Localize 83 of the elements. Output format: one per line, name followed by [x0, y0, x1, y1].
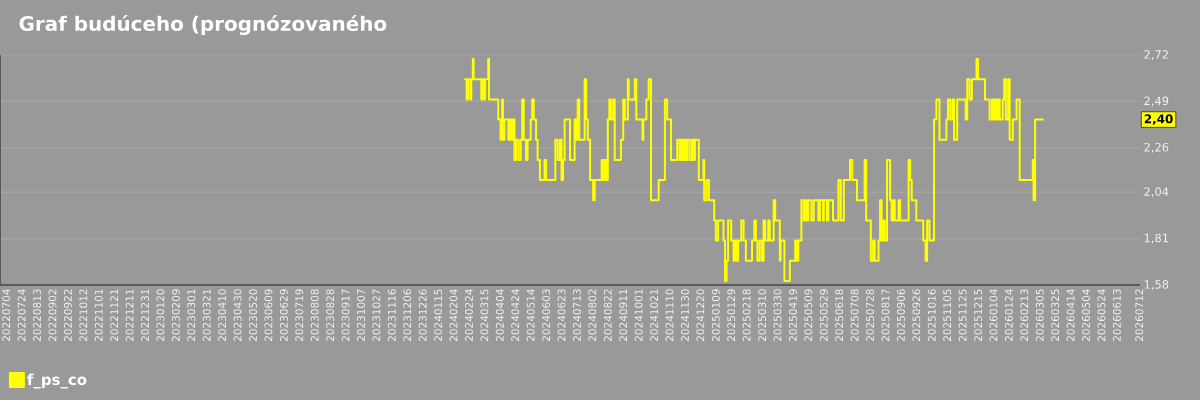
y-tick-label: 2,04 — [1144, 187, 1169, 198]
x-tick-label: 20250129 — [727, 289, 736, 341]
y-tick-label: 2,72 — [1144, 50, 1168, 60]
x-tick-label: 20250906 — [896, 289, 905, 341]
x-tick-label: 20240822 — [603, 289, 612, 341]
x-tick-label: 20241021 — [650, 289, 659, 341]
x-tick-label: 20251105 — [943, 289, 952, 341]
x-tick-label: 20240224 — [465, 289, 473, 341]
y-tick-label: 2,26 — [1144, 142, 1169, 153]
x-tick-label: 20231226 — [418, 289, 427, 341]
x-tick-label: 20230520 — [249, 289, 257, 341]
x-tick-label: 20220902 — [48, 289, 57, 341]
x-tick-label: 20250218 — [742, 289, 751, 341]
x-tick-label: 20240204 — [449, 289, 458, 341]
x-tick-label: 20230719 — [295, 289, 304, 341]
x-tick-label: 20250310 — [758, 289, 767, 341]
x-tick-label: 20260524 — [1097, 289, 1106, 341]
x-tick-label: 20240623 — [557, 289, 566, 341]
x-tick-label: 20231007 — [357, 289, 365, 341]
x-tick-label: 20250817 — [881, 289, 890, 341]
x-tick-label: 20221012 — [79, 289, 88, 341]
x-tick-label: 20230917 — [341, 289, 350, 341]
x-tick-label: 20260325 — [1051, 289, 1060, 341]
x-tick-label: 20251125 — [958, 289, 967, 341]
x-tick-label: 20250618 — [835, 289, 844, 341]
x-tick-label: 20221231 — [141, 289, 149, 341]
x-tick-label: 20221211 — [125, 289, 134, 341]
x-tick-label: 20250330 — [773, 289, 782, 341]
x-tick-label: 20260213 — [1020, 289, 1029, 341]
x-tick-label: 20240603 — [542, 289, 551, 341]
x-tick-label: 20260414 — [1066, 289, 1075, 341]
x-tick-label: 20241110 — [665, 289, 674, 341]
y-tick-label: 2,49 — [1144, 96, 1169, 107]
x-tick-label: 20241220 — [696, 289, 705, 341]
x-tick-label: 20230430 — [233, 289, 242, 341]
x-tick-label: 20240713 — [572, 289, 581, 341]
x-tick-label: 20260124 — [1004, 289, 1013, 341]
x-tick-label: 20260104 — [989, 289, 998, 341]
x-tick-label: 20240911 — [619, 289, 628, 341]
x-tick-label: 20251016 — [927, 289, 936, 341]
x-tick-label: 20231206 — [403, 289, 412, 341]
x-tick-label: 20230321 — [202, 289, 211, 341]
x-tick-label: 20220922 — [63, 289, 72, 341]
x-tick-label: 20230609 — [264, 289, 273, 341]
x-tick-label: 20220704 — [2, 289, 11, 341]
x-tick-label: 20240315 — [480, 289, 489, 341]
chart-title: Graf budúceho (prognózovaného — [19, 14, 387, 36]
x-tick-label: 20240115 — [434, 289, 443, 341]
x-tick-label: 20221101 — [94, 289, 103, 341]
x-tick-label: 20230629 — [279, 289, 288, 341]
x-tick-label: 20251215 — [974, 289, 982, 341]
x-tick-label: 20231027 — [372, 289, 381, 341]
x-tick-label: 20221121 — [110, 289, 119, 341]
x-tick-label: 20240424 — [511, 289, 520, 341]
x-tick-label: 20260504 — [1082, 289, 1090, 341]
x-tick-label: 20241130 — [680, 289, 689, 341]
x-tick-label: 20230301 — [187, 289, 196, 341]
x-tick-label: 20231116 — [387, 289, 396, 341]
x-tick-label: 20250728 — [866, 289, 874, 341]
legend-label: f_ps_co — [27, 373, 87, 389]
x-tick-label: 20250109 — [711, 289, 720, 341]
x-tick-label: 20230209 — [171, 289, 180, 341]
x-tick-label: 20230828 — [326, 289, 335, 341]
x-tick-label: 20230410 — [218, 289, 227, 341]
x-tick-label: 20250509 — [804, 289, 813, 341]
x-tick-label: 20250708 — [850, 289, 859, 341]
x-tick-label: 20260613 — [1112, 289, 1121, 341]
x-tick-label: 20240404 — [495, 289, 504, 341]
x-tick-label: 20260712 — [1135, 289, 1144, 341]
annotation: 2,40 — [1144, 114, 1173, 125]
x-tick-label: 20220724 — [17, 289, 26, 341]
x-tick-label: 20250926 — [912, 289, 921, 341]
x-tick-label: 20220813 — [33, 289, 41, 341]
x-tick-label: 20240514 — [526, 289, 535, 341]
y-tick-label: 1,81 — [1144, 233, 1168, 244]
x-tick-label: 20230808 — [310, 289, 319, 341]
x-tick-label: 20250419 — [788, 289, 797, 341]
x-tick-label: 20240802 — [588, 289, 597, 341]
x-tick-label: 20260305 — [1035, 289, 1044, 341]
x-tick-label: 20250529 — [819, 289, 828, 341]
x-tick-label: 20230120 — [156, 289, 165, 341]
y-tick-label: 1,58 — [1144, 280, 1169, 290]
x-tick-label: 20241001 — [634, 289, 643, 341]
